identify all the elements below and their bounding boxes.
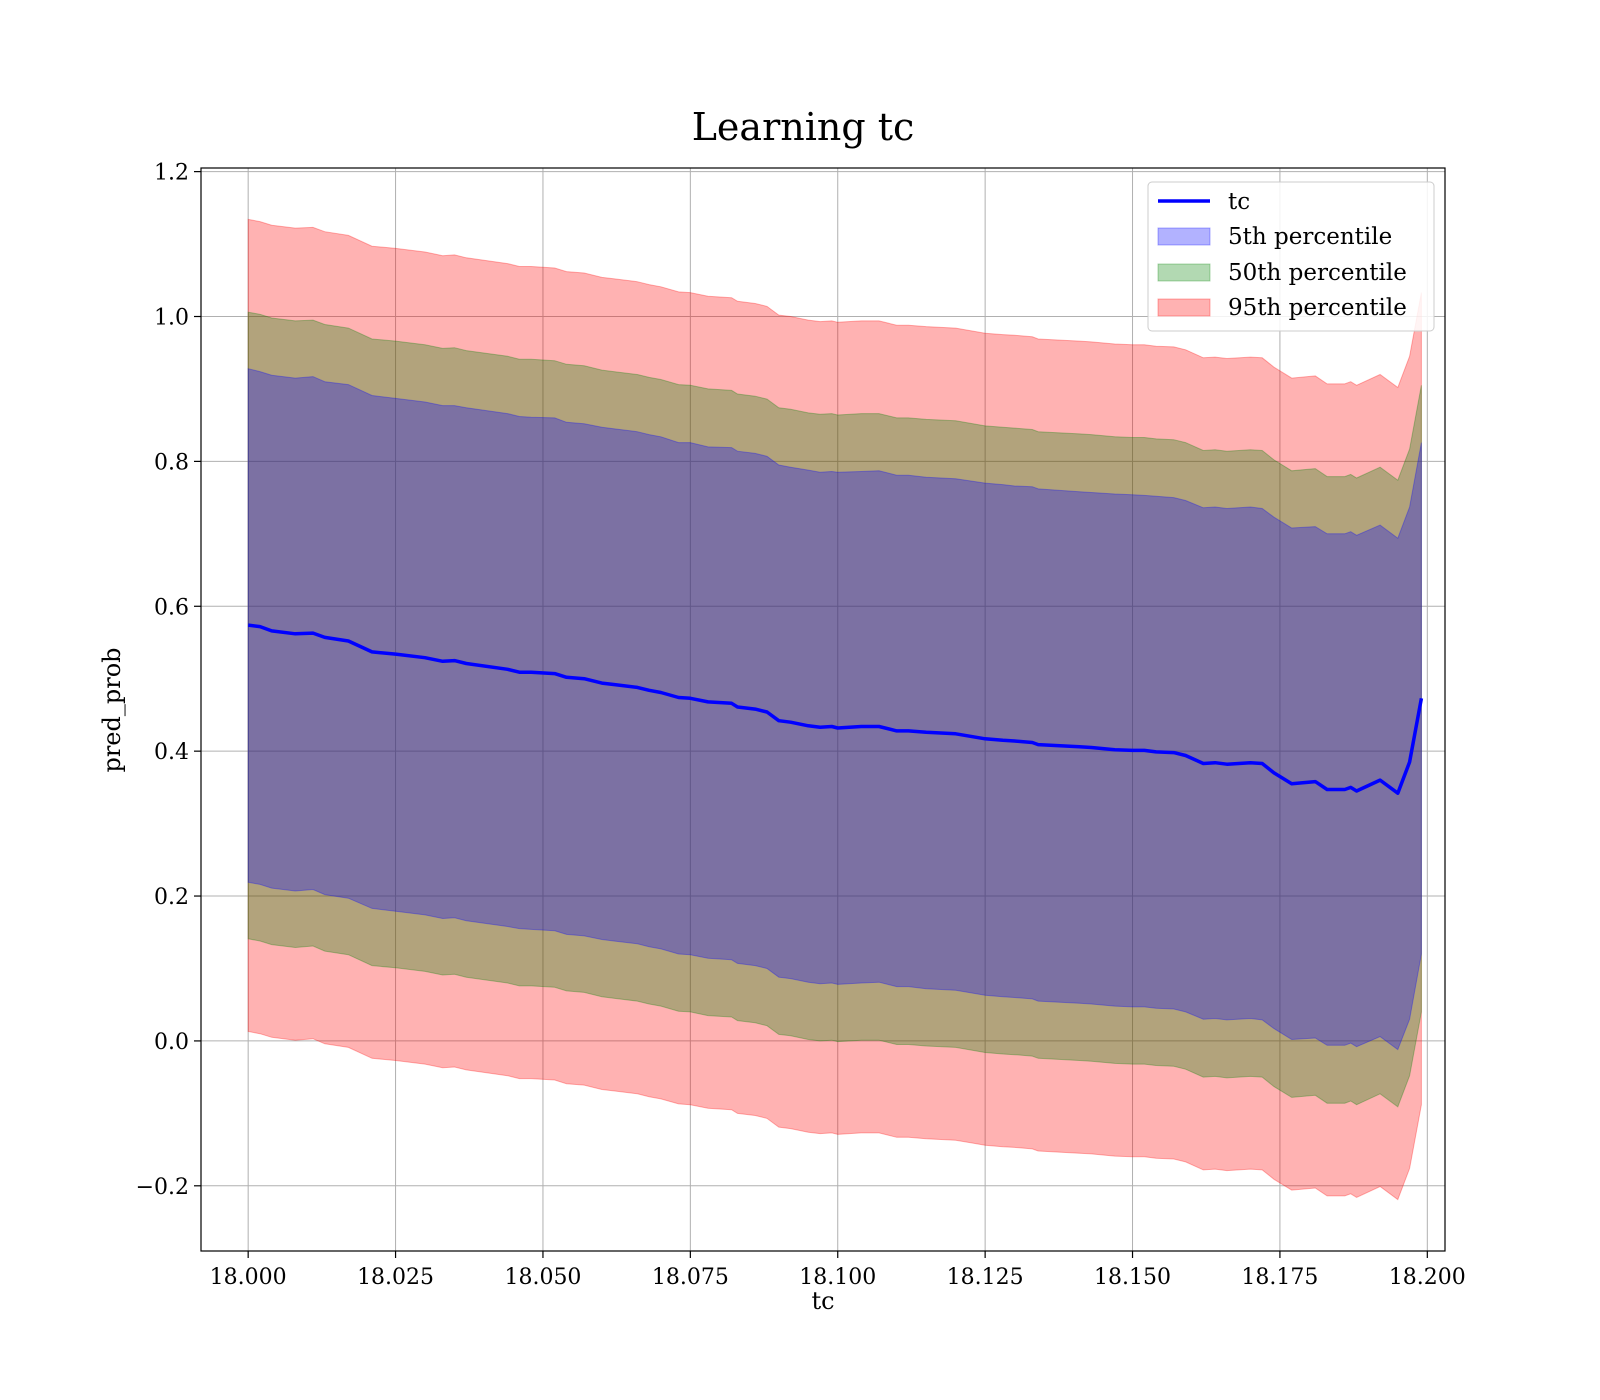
- grid: [201, 168, 1445, 1251]
- legend-swatch-5th: [1157, 227, 1211, 246]
- y-axis-ticks: −0.2 0.0 0.2 0.4 0.6 0.8 1.0 1.2: [136, 161, 201, 1200]
- x-axis-label: tc: [811, 1287, 834, 1315]
- x-tick-label-6: 18.150: [1094, 1265, 1171, 1290]
- band-50th-percentile: [247, 311, 1422, 1108]
- legend-frame: [1147, 181, 1435, 332]
- legend-label-tc: tc: [1228, 189, 1250, 215]
- x-tick-label-2: 18.050: [504, 1265, 581, 1290]
- legend: tc 5th percentile 50th percentile 95th p…: [1147, 181, 1435, 332]
- legend-swatch-95th: [1157, 298, 1211, 317]
- x-tick-label-1: 18.025: [357, 1265, 434, 1290]
- band-95th-percentile: [247, 218, 1422, 1201]
- chart-title: Learning tc: [692, 105, 915, 149]
- y-tick-label-6: 1.0: [154, 306, 189, 331]
- legend-label-95th: 95th percentile: [1228, 295, 1407, 321]
- series-line-tc: [247, 623, 1424, 795]
- x-tick-label-3: 18.075: [652, 1265, 729, 1290]
- legend-label-50th: 50th percentile: [1228, 260, 1407, 286]
- y-tick-label-5: 0.8: [154, 450, 189, 475]
- y-tick-label-1: 0.0: [154, 1030, 189, 1055]
- y-tick-label-3: 0.4: [154, 740, 189, 765]
- y-tick-label-7: 1.2: [154, 161, 189, 186]
- x-axis-ticks: 18.000 18.025 18.050 18.075 18.100 18.125 18.1…: [210, 1251, 1466, 1290]
- y-tick-label-2: 0.2: [154, 885, 189, 910]
- x-tick-label-0: 18.000: [210, 1265, 287, 1290]
- y-tick-label-0: −0.2: [136, 1175, 189, 1200]
- legend-label-5th: 5th percentile: [1228, 224, 1392, 250]
- percentile-bands: [247, 218, 1422, 1201]
- x-tick-label-5: 18.125: [947, 1265, 1024, 1290]
- axes-frame: [200, 167, 1446, 1252]
- y-tick-label-4: 0.6: [154, 595, 189, 620]
- legend-swatch-50th: [1157, 263, 1211, 282]
- x-tick-label-4: 18.100: [799, 1265, 876, 1290]
- x-tick-label-8: 18.200: [1389, 1265, 1466, 1290]
- band-5th-percentile: [247, 368, 1422, 1051]
- tc-line: [247, 623, 1424, 795]
- x-tick-label-7: 18.175: [1241, 1265, 1318, 1290]
- y-axis-label: pred_prob: [98, 647, 126, 772]
